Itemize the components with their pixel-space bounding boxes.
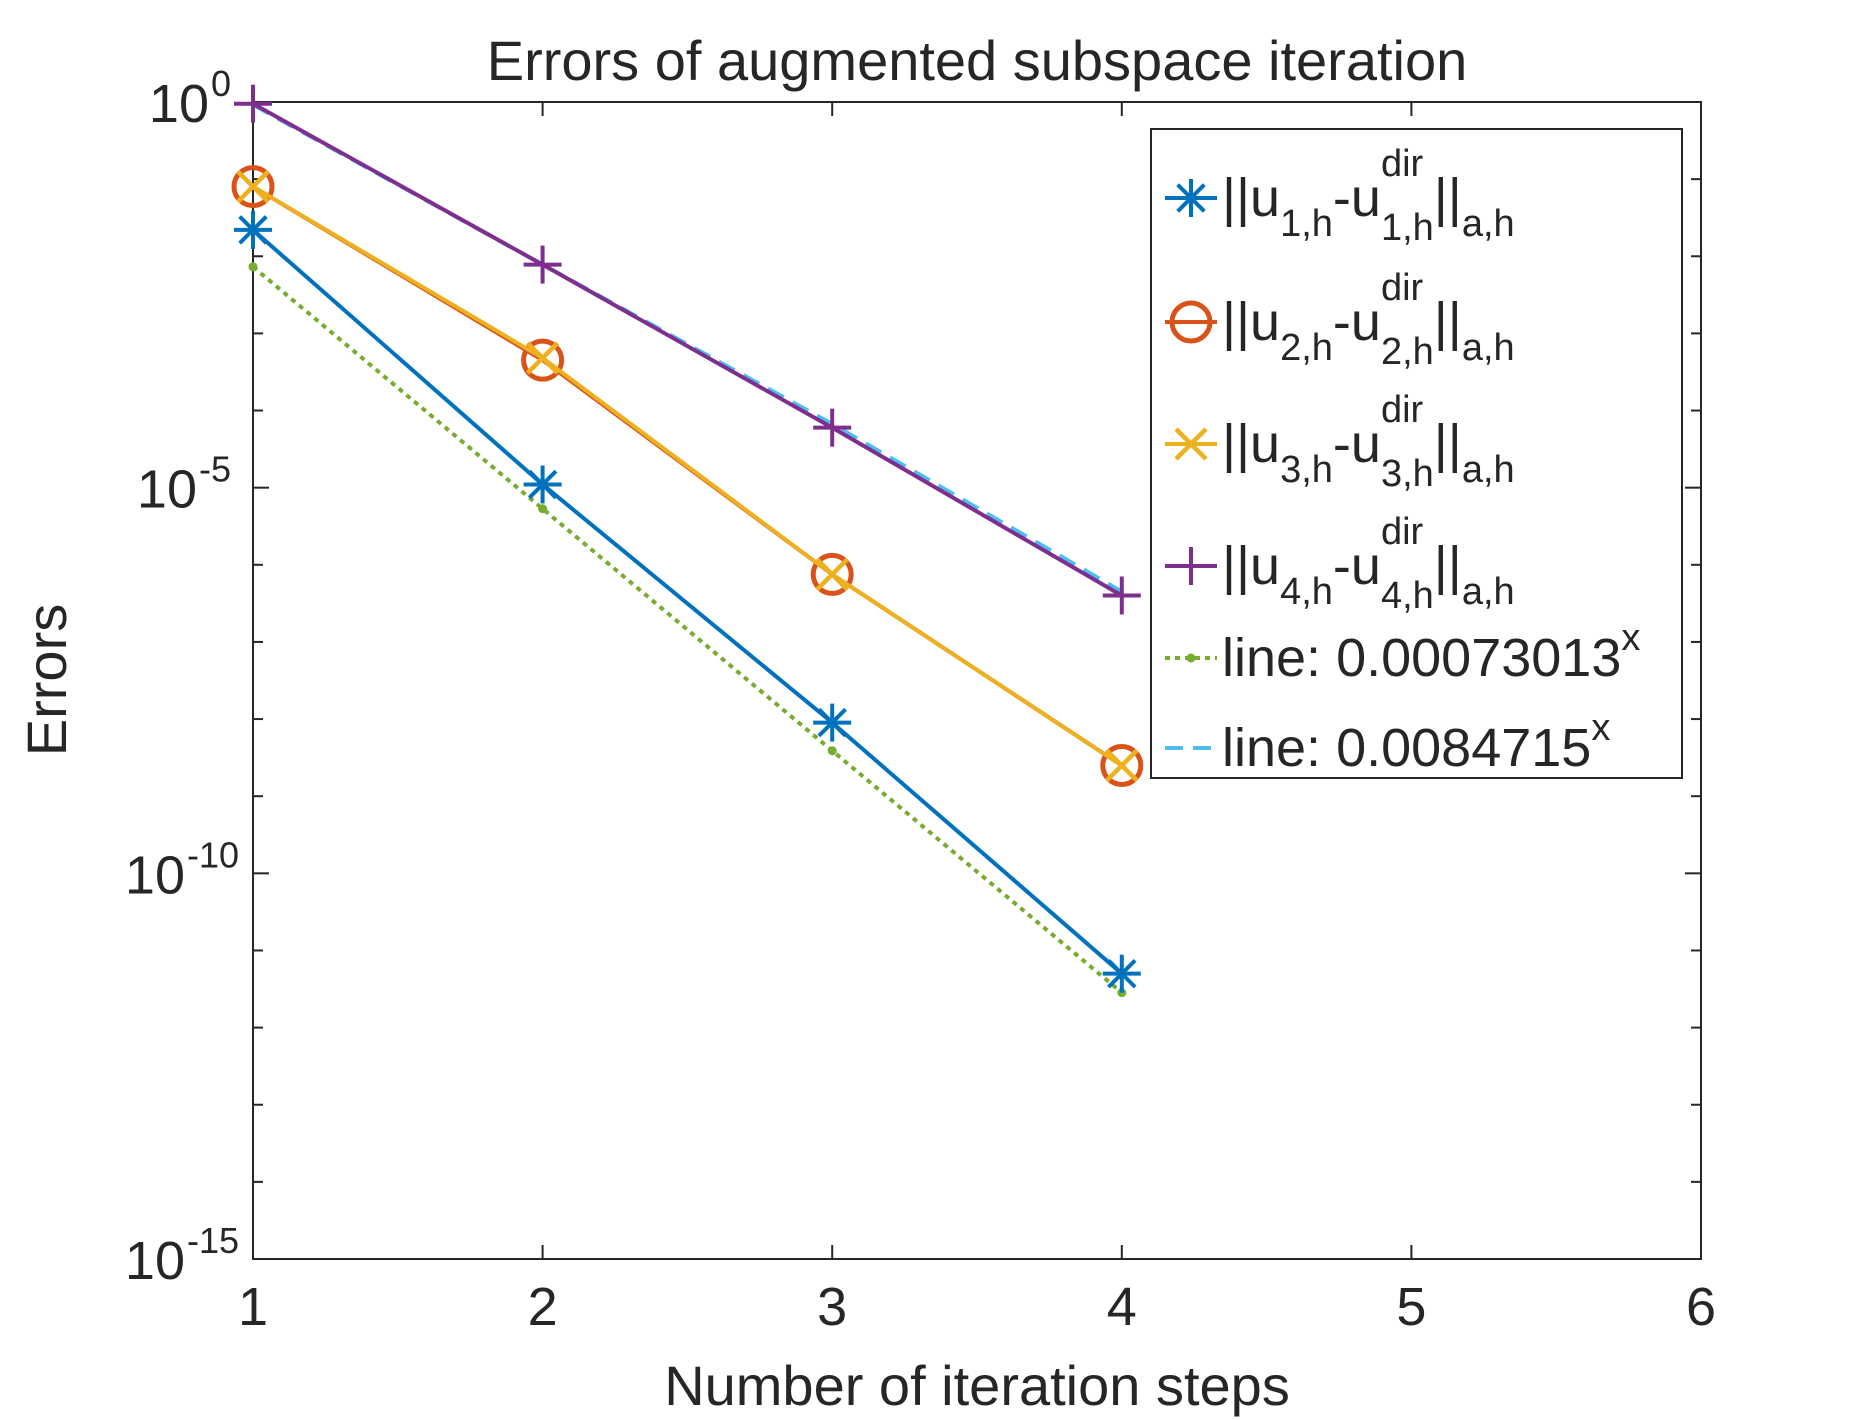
legend-label: ||u3,h-udir 3,h||a,h: [1222, 389, 1515, 495]
legend-swatch-marker: [1174, 427, 1208, 461]
x-tick-label: 3: [817, 1277, 847, 1337]
legend-box: [1150, 128, 1683, 779]
x-axis-label: Number of iteration steps: [664, 1354, 1290, 1417]
data-point: [1102, 576, 1141, 615]
y-tick-label-base: 10: [149, 74, 209, 134]
y-tick-label-exponent: -10: [187, 834, 239, 875]
y-tick-label: 10 -10: [125, 834, 239, 905]
legend-entry-1: ||u1,h-udir 1,h||a,h: [1165, 143, 1515, 249]
data-point: [526, 341, 560, 375]
series-6: [252, 103, 1123, 594]
series-3: [236, 170, 1139, 783]
legend-entry-5: line: 0.00073013x: [1165, 617, 1640, 688]
y-tick-label-exponent: -5: [199, 449, 231, 490]
series-1: [234, 210, 1141, 993]
legend-entry-6: line: 0.0084715x: [1165, 707, 1610, 778]
legend-label: ||u4,h-udir 4,h||a,h: [1222, 511, 1515, 617]
series-4: [234, 84, 1141, 615]
series-line: [252, 101, 1123, 598]
data-point: [827, 746, 837, 756]
data-point: [236, 170, 270, 204]
series-line: [251, 184, 1123, 768]
data-point: [1105, 748, 1139, 783]
legend-label: line: 0.0084715x: [1222, 707, 1610, 778]
y-tick-label-base: 10: [125, 845, 185, 905]
legend-label: ||u2,h-udir 2,h||a,h: [1222, 267, 1515, 373]
y-tick-label-exponent: 0: [211, 63, 231, 104]
x-tick-label: 2: [528, 1277, 558, 1337]
legend-swatch-marker: [1186, 653, 1196, 663]
legend-entry-3: ||u3,h-udir 3,h||a,h: [1165, 389, 1515, 495]
series-layer: [231, 84, 1144, 998]
legend-items: ||u1,h-udir 1,h||a,h ||u2,h-udir 2,h||a,h ||…: [1165, 143, 1640, 778]
legend-entry-4: ||u4,h-udir 4,h||a,h: [1165, 511, 1515, 617]
legend-label: line: 0.00073013x: [1222, 617, 1640, 688]
y-tick-label: 10 -5: [137, 449, 231, 520]
data-point: [815, 557, 849, 592]
y-tick-label-base: 10: [137, 460, 197, 520]
series-line: [251, 265, 1124, 995]
data-point: [813, 703, 852, 742]
y-tick-label-base: 10: [125, 1231, 185, 1291]
data-point: [813, 408, 852, 447]
x-tick-label: 6: [1686, 1277, 1716, 1337]
y-axis-label: Errors: [15, 604, 78, 756]
data-point: [1102, 954, 1141, 993]
data-point: [234, 84, 272, 123]
legend-entry-2: ||u2,h-udir 2,h||a,h: [1165, 267, 1515, 373]
data-point: [231, 165, 275, 209]
legend-swatch-marker: [1169, 300, 1213, 344]
x-tick-label: 5: [1396, 1277, 1426, 1337]
legend-swatch-marker: [1172, 547, 1210, 585]
y-tick-label: 10 -15: [125, 1220, 239, 1291]
legend: ||u1,h-udir 1,h||a,h ||u2,h-udir 2,h||a,h ||…: [1150, 128, 1683, 779]
data-point: [521, 338, 565, 382]
data-point: [523, 465, 562, 504]
series-line: [252, 103, 1123, 594]
data-point: [538, 504, 548, 514]
data-point: [523, 245, 562, 284]
data-point: [234, 210, 272, 249]
chart-title: Errors of augmented subspace iteration: [487, 29, 1468, 92]
data-point: [810, 552, 854, 596]
legend-label: ||u1,h-udir 1,h||a,h: [1222, 143, 1515, 249]
series-line: [251, 228, 1124, 976]
data-point: [248, 262, 258, 272]
x-tick-label: 1: [238, 1277, 268, 1337]
y-tick-label-exponent: -15: [187, 1220, 239, 1261]
data-point: [1100, 744, 1144, 788]
x-tick-labels: 1 2 3 4 5 6: [238, 1277, 1716, 1337]
y-tick-label: 10 0: [149, 63, 231, 134]
legend-swatch-marker: [1172, 179, 1210, 217]
x-tick-label: 4: [1107, 1277, 1137, 1337]
